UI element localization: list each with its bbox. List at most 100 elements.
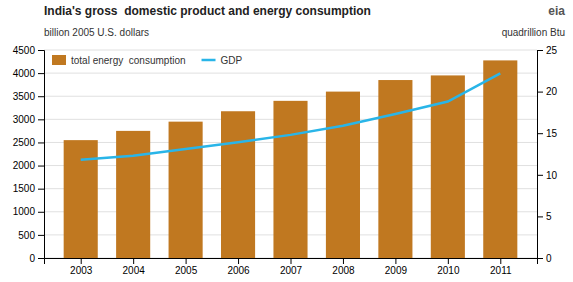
title: India's gross domestic product and energ… [44, 4, 371, 18]
tick-label: 2011 [490, 265, 512, 276]
bar [169, 122, 203, 258]
tick-mark [537, 133, 543, 134]
tick: 4000 [13, 68, 44, 79]
tick-mark [500, 258, 501, 264]
tick: 2011 [490, 258, 512, 276]
x-axis: 2003 2004 2005 2006 2007 2008 2009 2010 2011 [45, 258, 538, 276]
legend: total energy consumption GDP [52, 55, 243, 66]
tick-mark [238, 258, 239, 264]
bar [273, 101, 307, 258]
tick-mark [38, 166, 44, 167]
tick-mark [38, 119, 44, 120]
bar [221, 111, 255, 258]
legend-item: total energy consumption [52, 55, 186, 66]
tick-mark [343, 258, 344, 264]
tick-label: 1500 [13, 183, 36, 194]
tick-mark [537, 175, 543, 176]
tick-label: 500 [18, 230, 35, 241]
tick-label: 25 [546, 45, 558, 56]
tick: 20 [537, 86, 558, 97]
bar [116, 131, 150, 258]
tick: 15 [537, 128, 558, 139]
tick-mark [395, 258, 396, 264]
tick: 5 [537, 211, 552, 222]
legend-label: GDP [221, 55, 243, 66]
tick-label: 3500 [13, 91, 36, 102]
tick: 2007 [280, 258, 303, 276]
tick: 2005 [175, 258, 198, 276]
tick: 2006 [227, 258, 250, 276]
bar [378, 80, 412, 258]
legend-swatch [202, 59, 216, 62]
tick-label: 0 [29, 253, 35, 264]
tick-mark [38, 142, 44, 143]
tick-label: 5 [546, 211, 552, 222]
tick-label: 2003 [70, 265, 93, 276]
tick-mark [38, 189, 44, 190]
tick-mark [38, 212, 44, 213]
bar [483, 60, 517, 258]
tick-label: 20 [546, 86, 558, 97]
tick-label: 4500 [13, 45, 36, 56]
axis-domain [45, 259, 538, 265]
tick-mark [38, 50, 44, 51]
tick-mark [448, 258, 449, 264]
line [81, 73, 501, 160]
tick-label: 3000 [13, 114, 36, 125]
tick: 0 [537, 253, 552, 264]
tick: 2003 [70, 258, 93, 276]
annotation: eia [548, 4, 565, 18]
tick: 3000 [13, 114, 44, 125]
bar [326, 92, 360, 258]
tick: 10 [537, 170, 558, 181]
tick: 2500 [13, 137, 44, 148]
tick: 4500 [13, 45, 44, 56]
tick-label: 1000 [13, 206, 36, 217]
tick-label: 2005 [175, 265, 198, 276]
tick-mark [38, 73, 44, 74]
y-axis-label: billion 2005 U.S. dollars [44, 27, 149, 38]
tick-label: 4000 [13, 68, 36, 79]
tick: 1000 [13, 206, 44, 217]
marks [64, 60, 518, 258]
grid-line [44, 50, 537, 51]
tick: 2010 [437, 258, 460, 276]
legend-swatch [52, 55, 66, 65]
tick-mark [537, 258, 543, 259]
plot: 2003200420052006200720082009201020110500… [13, 45, 558, 276]
tick-mark [38, 235, 44, 236]
tick-mark [537, 216, 543, 217]
tick: 2000 [13, 160, 44, 171]
tick: 2008 [332, 258, 355, 276]
tick: 2004 [123, 258, 146, 276]
legend-label: total energy consumption [71, 55, 186, 66]
axis-domain [38, 51, 45, 259]
tick-label: 2004 [123, 265, 146, 276]
tick-mark [38, 258, 44, 259]
tick: 3500 [13, 91, 44, 102]
tick: 2009 [385, 258, 408, 276]
tick-label: 2007 [280, 265, 303, 276]
tick: 0 [29, 253, 44, 264]
y2-axis: 0 5 10 15 20 25 [537, 45, 558, 264]
tick-mark [38, 96, 44, 97]
chart: India's gross domestic product and energ… [0, 0, 573, 282]
grid-line [44, 73, 537, 74]
legend-item: GDP [202, 55, 243, 66]
tick-mark [537, 92, 543, 93]
tick-label: 2006 [227, 265, 250, 276]
tick-mark [81, 258, 82, 264]
tick-mark [291, 258, 292, 264]
grid [44, 50, 537, 258]
tick-label: 2500 [13, 137, 36, 148]
tick-mark [537, 50, 543, 51]
tick-label: 2010 [437, 265, 460, 276]
tick: 25 [537, 45, 558, 56]
tick-label: 15 [546, 128, 558, 139]
tick-mark [133, 258, 134, 264]
bar-series [64, 60, 518, 258]
tick-label: 2009 [385, 265, 408, 276]
tick-label: 0 [546, 253, 552, 264]
y-axis: 0 500 1000 1500 2000 2500 3000 3500 4000 4500 [13, 45, 45, 264]
axis-domain [538, 51, 544, 259]
